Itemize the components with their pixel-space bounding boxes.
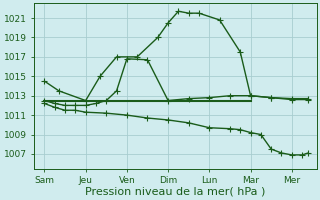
X-axis label: Pression niveau de la mer( hPa ): Pression niveau de la mer( hPa ): [85, 187, 266, 197]
